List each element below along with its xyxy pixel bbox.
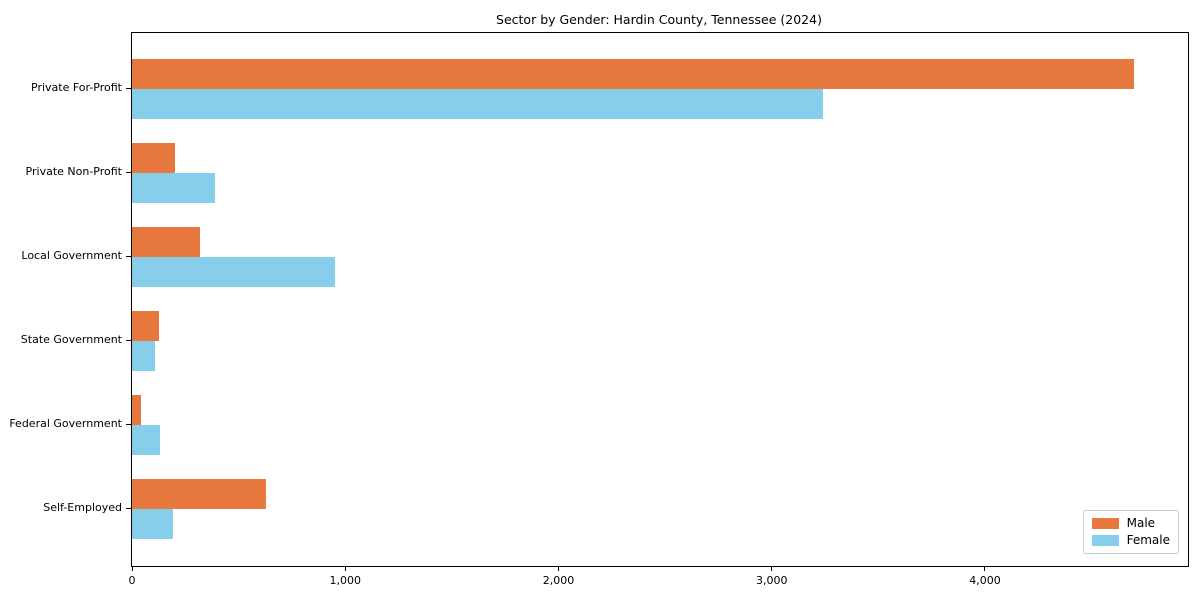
bar-male-state-government	[132, 311, 159, 341]
legend: Male Female	[1082, 510, 1179, 554]
chart-title: Sector by Gender: Hardin County, Tenness…	[496, 12, 822, 27]
x-tick-mark	[984, 567, 986, 571]
y-axis-label: Federal Government	[9, 417, 122, 430]
bar-female-federal-government	[132, 425, 160, 455]
bar-male-self-employed	[132, 479, 266, 509]
x-axis-tick-label: 2,000	[542, 574, 575, 587]
bar-male-federal-government	[132, 395, 141, 425]
y-tick-mark	[126, 424, 131, 425]
bar-male-local-government	[132, 227, 200, 257]
legend-label: Male	[1126, 516, 1156, 530]
y-axis-label: Self-Employed	[43, 501, 122, 514]
x-axis-tick-label: 1,000	[329, 574, 361, 587]
y-tick-mark	[126, 340, 131, 341]
y-axis-label: Local Government	[21, 249, 122, 262]
legend-swatch-female	[1091, 535, 1119, 546]
x-tick-mark	[771, 567, 773, 571]
bar-female-private-for-profit	[132, 89, 823, 119]
bar-female-local-government	[132, 257, 335, 287]
y-tick-mark	[126, 172, 131, 173]
x-tick-mark	[344, 567, 346, 571]
plot-area: 0 1,000 2,000 3,000 4,000 Male Female	[129, 32, 1189, 587]
y-tick-mark	[126, 256, 131, 257]
legend-swatch-male	[1091, 518, 1119, 529]
bar-female-private-non-profit	[132, 173, 215, 203]
y-tick-mark	[126, 88, 131, 89]
bar-male-private-for-profit	[132, 59, 1134, 89]
bar-female-state-government	[132, 341, 155, 371]
legend-label: Female	[1126, 533, 1170, 547]
x-tick-mark	[557, 567, 559, 571]
x-tick-mark	[131, 567, 133, 571]
x-axis-tick-label: 4,000	[969, 574, 1001, 587]
bar-female-self-employed	[132, 509, 173, 539]
x-axis-tick-label: 3,000	[755, 574, 788, 587]
x-axis-tick-label: 0	[128, 574, 136, 587]
legend-item-female: Female	[1091, 533, 1170, 547]
legend-item-male: Male	[1091, 516, 1170, 530]
bar-male-private-non-profit	[132, 143, 175, 173]
y-tick-mark	[126, 508, 131, 509]
y-axis-label: Private For-Profit	[31, 81, 122, 94]
y-axis-label: Private Non-Profit	[25, 165, 122, 178]
y-axis-label: State Government	[20, 333, 122, 346]
